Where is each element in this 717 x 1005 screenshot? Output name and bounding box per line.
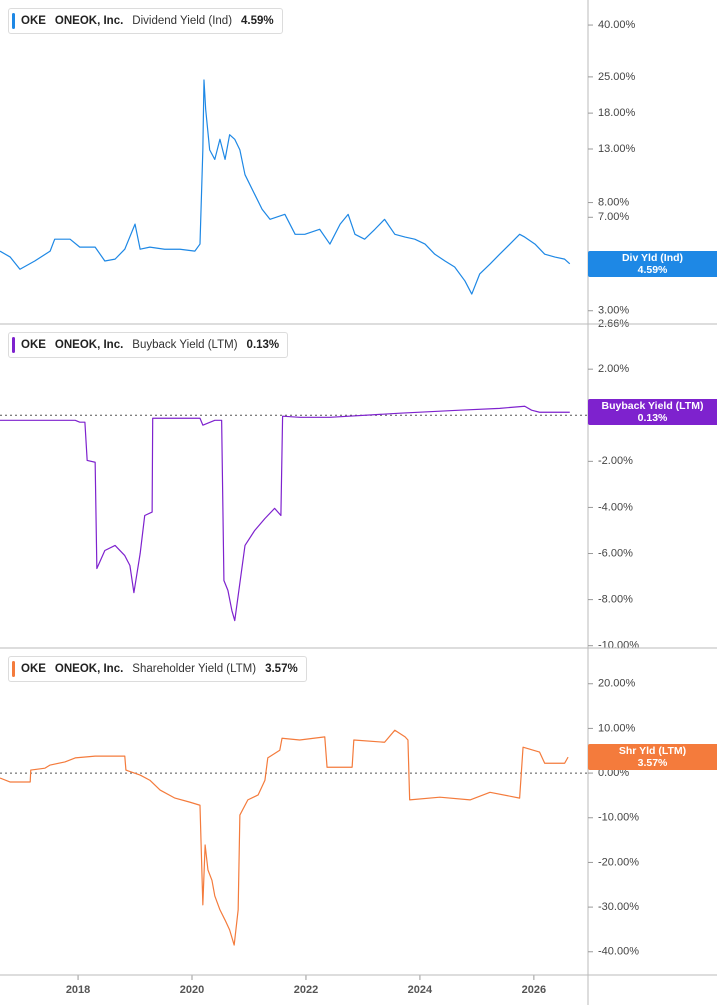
company-name: ONEOK, Inc. (54, 663, 124, 675)
data-line (0, 405, 570, 622)
y-tick-label: 20.00% (598, 678, 636, 690)
ticker: OKE (21, 663, 46, 675)
ticker: OKE (21, 15, 46, 27)
badge-label: Buyback Yield (LTM) (601, 400, 704, 413)
current-value-badge: Shr Yld (LTM) 3.57% (588, 744, 717, 771)
x-tick-label: 2026 (522, 984, 546, 996)
series-legend: OKE ONEOK, Inc. Buyback Yield (LTM) 0.13% (8, 332, 289, 358)
badge-value: 0.13% (637, 412, 668, 425)
data-line (0, 79, 571, 295)
company-name: ONEOK, Inc. (54, 15, 124, 27)
legend-color-bar (12, 13, 15, 29)
y-tick-label: 10.00% (598, 722, 636, 734)
y-tick-label: -30.00% (598, 901, 639, 913)
current-value-badge: Buyback Yield (LTM) 0.13% (588, 399, 717, 426)
y-tick-label: 18.00% (598, 107, 636, 119)
badge-label: Div Yld (Ind) (621, 251, 684, 264)
y-tick-label: -20.00% (598, 856, 639, 868)
data-line (0, 729, 569, 946)
y-tick-label: -10.00% (598, 812, 639, 824)
current-value-badge: Div Yld (Ind) 4.59% (588, 250, 717, 277)
series-legend: OKE ONEOK, Inc. Dividend Yield (Ind) 4.59% (8, 8, 283, 34)
legend-series-name: Shareholder Yield (LTM) (132, 663, 257, 675)
y-tick-label: 13.00% (598, 143, 636, 155)
badge-value: 3.57% (637, 757, 668, 770)
legend-current-value: 4.59% (241, 15, 274, 27)
legend-series-name: Buyback Yield (LTM) (132, 339, 238, 351)
legend-current-value: 0.13% (246, 339, 280, 351)
x-tick-label: 2018 (66, 984, 90, 996)
y-tick-label: -2.00% (598, 455, 633, 467)
y-tick-label: -4.00% (598, 501, 633, 513)
series-legend: OKE ONEOK, Inc. Shareholder Yield (LTM) 3.5… (8, 656, 307, 682)
y-tick-label: 3.00% (598, 305, 629, 317)
y-tick-label: -40.00% (598, 946, 639, 958)
badge-value: 4.59% (637, 263, 668, 276)
y-tick-label: -8.00% (598, 594, 633, 606)
y-tick-label: 7.00% (598, 211, 629, 223)
legend-color-bar (12, 337, 15, 353)
y-tick-label: -10.00% (598, 640, 639, 652)
y-tick-label: 2.00% (598, 363, 629, 375)
x-tick-label: 2024 (408, 984, 433, 996)
y-tick-label: 8.00% (598, 196, 629, 208)
legend-current-value: 3.57% (265, 663, 298, 675)
legend-color-bar (12, 661, 15, 677)
ticker: OKE (21, 339, 46, 351)
x-tick-label: 2022 (294, 984, 318, 996)
y-tick-label: 25.00% (598, 71, 636, 83)
legend-series-name: Dividend Yield (Ind) (132, 15, 233, 27)
y-tick-label: 40.00% (598, 19, 636, 31)
badge-label: Shr Yld (LTM) (618, 745, 687, 758)
x-tick-label: 2020 (180, 984, 204, 996)
company-name: ONEOK, Inc. (54, 339, 124, 351)
y-tick-label: -6.00% (598, 547, 633, 559)
